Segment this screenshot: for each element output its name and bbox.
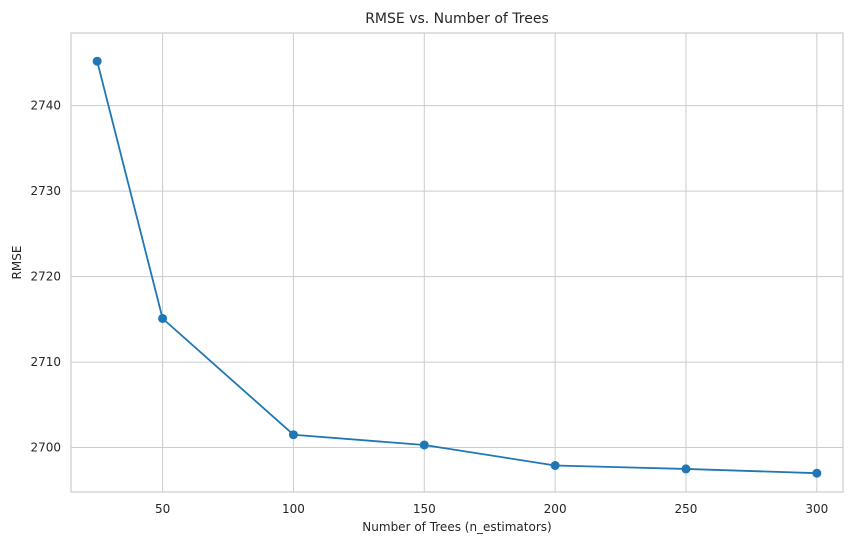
data-point — [812, 468, 822, 478]
y-tick-labels: 2700 2710 2720 2730 2740 — [30, 99, 61, 455]
x-tick-label: 100 — [282, 502, 305, 516]
grid-lines — [71, 33, 843, 492]
data-point — [550, 461, 560, 471]
x-tick-label: 300 — [805, 502, 828, 516]
y-tick-label: 2700 — [30, 441, 61, 455]
series-layer — [92, 56, 822, 478]
data-point — [92, 56, 102, 66]
data-point — [158, 313, 168, 323]
x-axis-label: Number of Trees (n_estimators) — [362, 520, 551, 534]
y-tick-label: 2730 — [30, 184, 61, 198]
series-line — [96, 60, 817, 475]
y-tick-label: 2740 — [30, 99, 61, 113]
y-tick-label: 2710 — [30, 355, 61, 369]
x-tick-label: 150 — [413, 502, 436, 516]
x-tick-label: 50 — [155, 502, 170, 516]
x-tick-labels: 50 100 150 200 250 300 — [155, 502, 828, 516]
data-point — [419, 440, 429, 450]
y-axis-label: RMSE — [10, 246, 24, 280]
data-point — [288, 430, 298, 440]
x-tick-label: 200 — [544, 502, 567, 516]
data-point — [681, 464, 691, 474]
x-tick-label: 250 — [675, 502, 698, 516]
chart-title: RMSE vs. Number of Trees — [365, 11, 549, 27]
plot-area-frame — [70, 32, 844, 493]
y-tick-label: 2720 — [30, 270, 61, 284]
